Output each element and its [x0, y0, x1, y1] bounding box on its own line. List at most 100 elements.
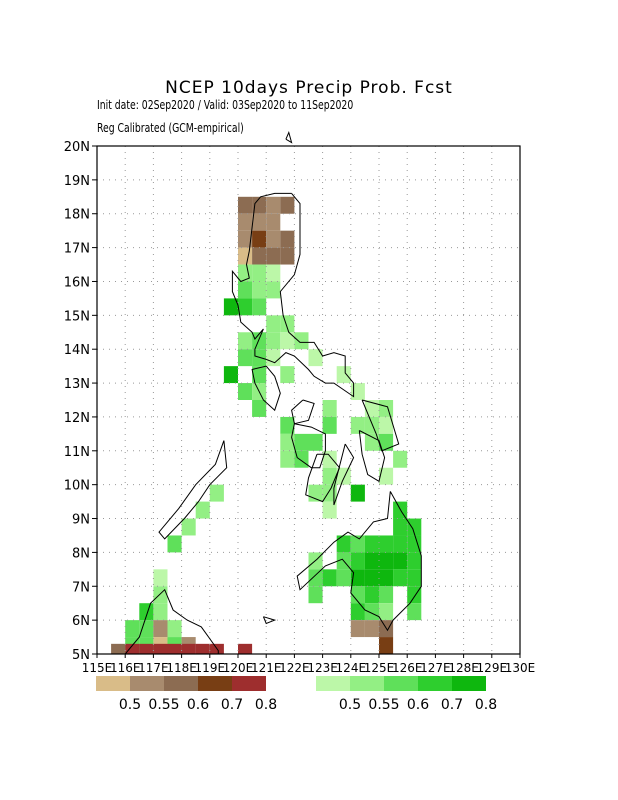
lat-label: 14N [64, 343, 90, 358]
forecast-cell [125, 643, 140, 654]
lat-label: 6N [72, 614, 90, 629]
lon-label: 117E [138, 661, 169, 675]
lat-label: 9N [72, 513, 90, 528]
forecast-cell [379, 603, 394, 621]
forecast-cell [379, 467, 394, 485]
forecast-cell [322, 450, 337, 468]
forecast-cell [266, 247, 281, 265]
forecast-cell [364, 433, 379, 451]
forecast-cell [195, 643, 210, 654]
forecast-cell [238, 643, 253, 654]
forecast-cell [238, 196, 253, 214]
forecast-cell [266, 349, 281, 367]
forecast-cell [322, 416, 337, 434]
forecast-cell [195, 501, 210, 519]
legend-swatch [164, 676, 198, 691]
coastline [296, 491, 422, 632]
forecast-cell [350, 569, 365, 587]
map-title: NCEP 10days Precip Prob. Fcst [165, 78, 453, 98]
legend-label: 0.7 [441, 697, 463, 713]
legend-label: 0.6 [407, 697, 429, 713]
forecast-cell [364, 552, 379, 570]
forecast-cell [266, 196, 281, 214]
forecast-cell [407, 569, 422, 587]
forecast-cell [364, 535, 379, 553]
forecast-cell [379, 535, 394, 553]
forecast-cell [294, 433, 309, 451]
lat-label: 5N [72, 648, 90, 663]
forecast-cell [252, 196, 267, 214]
forecast-cell [280, 230, 295, 248]
forecast-cell [223, 298, 238, 316]
forecast-cell [252, 213, 267, 231]
legend-swatch [350, 676, 384, 691]
lon-label: 128E [448, 661, 479, 675]
lon-label: 121E [251, 661, 282, 675]
coastline [291, 423, 326, 469]
legend-label: 0.55 [148, 697, 179, 713]
legend-dry: 0.5 0.55 0.6 0.7 0.8 [96, 676, 277, 713]
coastline [285, 131, 293, 144]
coastline [124, 588, 219, 655]
forecast-cell [238, 264, 253, 282]
forecast-cell [294, 332, 309, 350]
forecast-cell [167, 535, 182, 553]
forecast-cell [407, 535, 422, 553]
forecast-cell [322, 400, 337, 417]
legend-label: 0.8 [475, 697, 497, 713]
lat-label: 19N [64, 174, 90, 189]
forecast-cell [407, 603, 422, 621]
forecast-cell [153, 643, 168, 654]
forecast-cell [266, 230, 281, 248]
forecast-cell [407, 586, 422, 604]
forecast-cell [322, 569, 337, 587]
forecast-cell [364, 400, 379, 417]
forecast-cell [139, 643, 154, 654]
lon-label: 124E [336, 661, 367, 675]
forecast-cell [322, 484, 337, 502]
graticule [97, 146, 520, 654]
forecast-cell [280, 315, 295, 333]
forecast-cell [336, 366, 351, 384]
forecast-cell [238, 247, 253, 265]
forecast-cell [238, 281, 253, 299]
coastline [231, 192, 355, 398]
lat-label: 8N [72, 546, 90, 561]
forecast-cell [139, 620, 154, 638]
forecast-cell [322, 501, 337, 519]
forecast-cell [266, 315, 281, 333]
forecast-cell [153, 620, 168, 638]
lon-label: 129E [477, 661, 508, 675]
legend-swatch [232, 676, 266, 691]
forecast-cell [308, 349, 323, 367]
legend-wet: 0.5 0.55 0.6 0.7 0.8 [316, 676, 497, 713]
forecast-cell [266, 332, 281, 350]
forecast-cell [181, 643, 196, 654]
forecast-cell [280, 332, 295, 350]
forecast-cell [393, 535, 408, 553]
forecast-cell [350, 383, 365, 400]
forecast-cell [350, 603, 365, 621]
forecast-cell [379, 400, 394, 417]
forecast-cell [393, 552, 408, 570]
lon-label: 125E [364, 661, 395, 675]
legend-swatch [96, 676, 130, 691]
lat-label: 7N [72, 580, 90, 595]
forecast-cell [393, 450, 408, 468]
forecast-cell [379, 433, 394, 451]
forecast-cell [252, 332, 267, 350]
forecast-cell [266, 213, 281, 231]
lat-label: 17N [64, 242, 90, 257]
coastline [251, 365, 281, 412]
forecast-cell [252, 281, 267, 299]
forecast-cell [379, 637, 394, 654]
forecast-cell [322, 467, 337, 485]
forecast-cell [238, 298, 253, 316]
forecast-cell [350, 535, 365, 553]
forecast-cell [393, 518, 408, 536]
forecast-cell [252, 400, 267, 417]
coastline [305, 453, 341, 503]
lat-label: 18N [64, 208, 90, 223]
lon-label: 127E [420, 661, 451, 675]
forecast-cell [350, 484, 365, 502]
